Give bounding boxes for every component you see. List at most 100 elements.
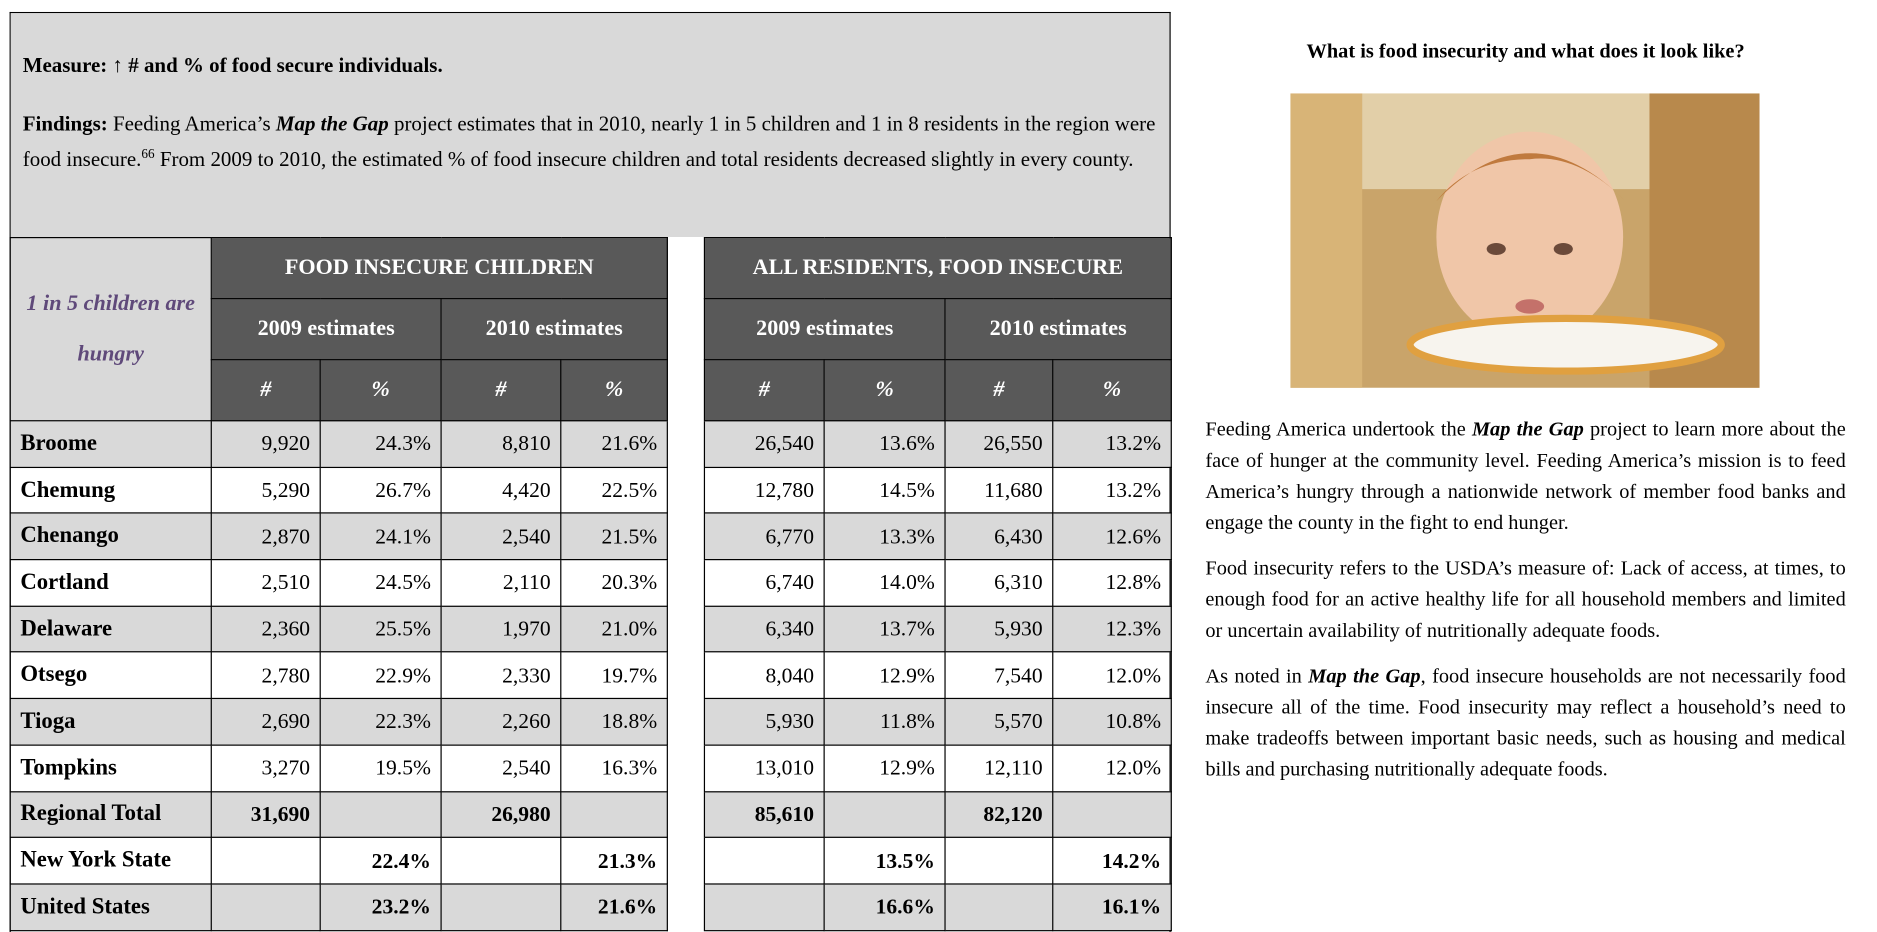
row-name: Chenango [10,513,211,559]
cell: 82,120 [945,791,1053,837]
cell: 21.5% [561,513,668,559]
gap [667,606,704,652]
cell [704,884,824,930]
gap [667,467,704,513]
cell: 16.3% [561,745,668,791]
cell: 21.6% [561,884,668,930]
photo [1290,93,1759,387]
cell: 19.5% [320,745,441,791]
gap [667,513,704,559]
year-header: 2010 estimates [945,299,1171,360]
sub-header: % [320,360,441,421]
cell: 5,290 [211,467,320,513]
row-name: New York State [10,838,211,884]
sub-header: # [704,360,824,421]
cell [441,884,561,930]
year-header: 2010 estimates [441,299,667,360]
text: As noted in [1205,664,1308,687]
cell: 12,780 [704,467,824,513]
cell: 13.3% [824,513,945,559]
cell: 21.6% [561,421,668,467]
gap [667,560,704,606]
cell: 26.7% [320,467,441,513]
cell: 2,540 [441,513,561,559]
table-row: Tioga2,69022.3%2,26018.8%5,93011.8%5,570… [10,699,1171,745]
cell [561,791,668,837]
year-header: 2009 estimates [704,299,945,360]
cell [704,838,824,884]
table-row: Broome9,92024.3%8,81021.6%26,54013.6%26,… [10,421,1171,467]
cell: 22.3% [320,699,441,745]
text: Feeding America’s [113,111,276,135]
cell: 2,110 [441,560,561,606]
cell: 9,920 [211,421,320,467]
cell: 13.7% [824,606,945,652]
cell: 12.8% [1053,560,1172,606]
table-row: Chenango2,87024.1%2,54021.5%6,77013.3%6,… [10,513,1171,559]
cell [945,838,1053,884]
findings: Findings: Feeding America’s Map the Gap … [23,107,1158,175]
emphasis: Map the Gap [276,111,389,135]
cell: 24.5% [320,560,441,606]
cell: 8,040 [704,652,824,698]
gap [667,652,704,698]
intro-box: Measure: ↑ # and % of food secure indivi… [11,13,1170,237]
gap [667,745,704,791]
cell: 22.5% [561,467,668,513]
cell: 2,870 [211,513,320,559]
cell: 13.6% [824,421,945,467]
row-name: Chemung [10,467,211,513]
row-name: United States [10,884,211,930]
row-name: Regional Total [10,791,211,837]
cell: 11.8% [824,699,945,745]
cell: 20.3% [561,560,668,606]
sub-header: # [211,360,320,421]
gap [667,699,704,745]
cell: 8,810 [441,421,561,467]
row-name: Broome [10,421,211,467]
cell: 21.3% [561,838,668,884]
cell: 6,310 [945,560,1053,606]
gap [667,238,704,421]
sidebar: What is food insecurity and what does it… [1205,36,1845,800]
paragraph: As noted in Map the Gap, food insecure h… [1205,661,1845,785]
paragraph: Feeding America undertook the Map the Ga… [1205,414,1845,538]
header-row: 1 in 5 children are hungryFOOD INSECURE … [10,238,1171,299]
cell: 2,540 [441,745,561,791]
row-name: Delaware [10,606,211,652]
row-name: Cortland [10,560,211,606]
cell: 26,540 [704,421,824,467]
emphasis-text: Map the Gap [1472,418,1584,441]
measure: Measure: ↑ # and % of food secure indivi… [23,49,1158,81]
cell [211,884,320,930]
sub-header: % [1053,360,1172,421]
cell: 6,340 [704,606,824,652]
cell: 2,260 [441,699,561,745]
text: Food insecurity refers to the USDA’s mea… [1205,557,1845,642]
cell [320,791,441,837]
cell [1053,791,1172,837]
cell: 12.9% [824,652,945,698]
cell: 13.2% [1053,421,1172,467]
cell: 1,970 [441,606,561,652]
year-header: 2009 estimates [211,299,441,360]
cell: 6,430 [945,513,1053,559]
findings-label: Findings: [23,111,108,135]
sub-header: # [945,360,1053,421]
cell: 13,010 [704,745,824,791]
cell: 18.8% [561,699,668,745]
cell [945,884,1053,930]
cell: 25.5% [320,606,441,652]
page: Measure: ↑ # and % of food secure indivi… [0,0,1877,932]
cell: 31,690 [211,791,320,837]
sidebar-title: What is food insecurity and what does it… [1205,36,1845,67]
table-row: Otsego2,78022.9%2,33019.7%8,04012.9%7,54… [10,652,1171,698]
cell: 22.4% [320,838,441,884]
cell: 12.0% [1053,745,1172,791]
cell: 12,110 [945,745,1053,791]
cell: 14.2% [1053,838,1172,884]
